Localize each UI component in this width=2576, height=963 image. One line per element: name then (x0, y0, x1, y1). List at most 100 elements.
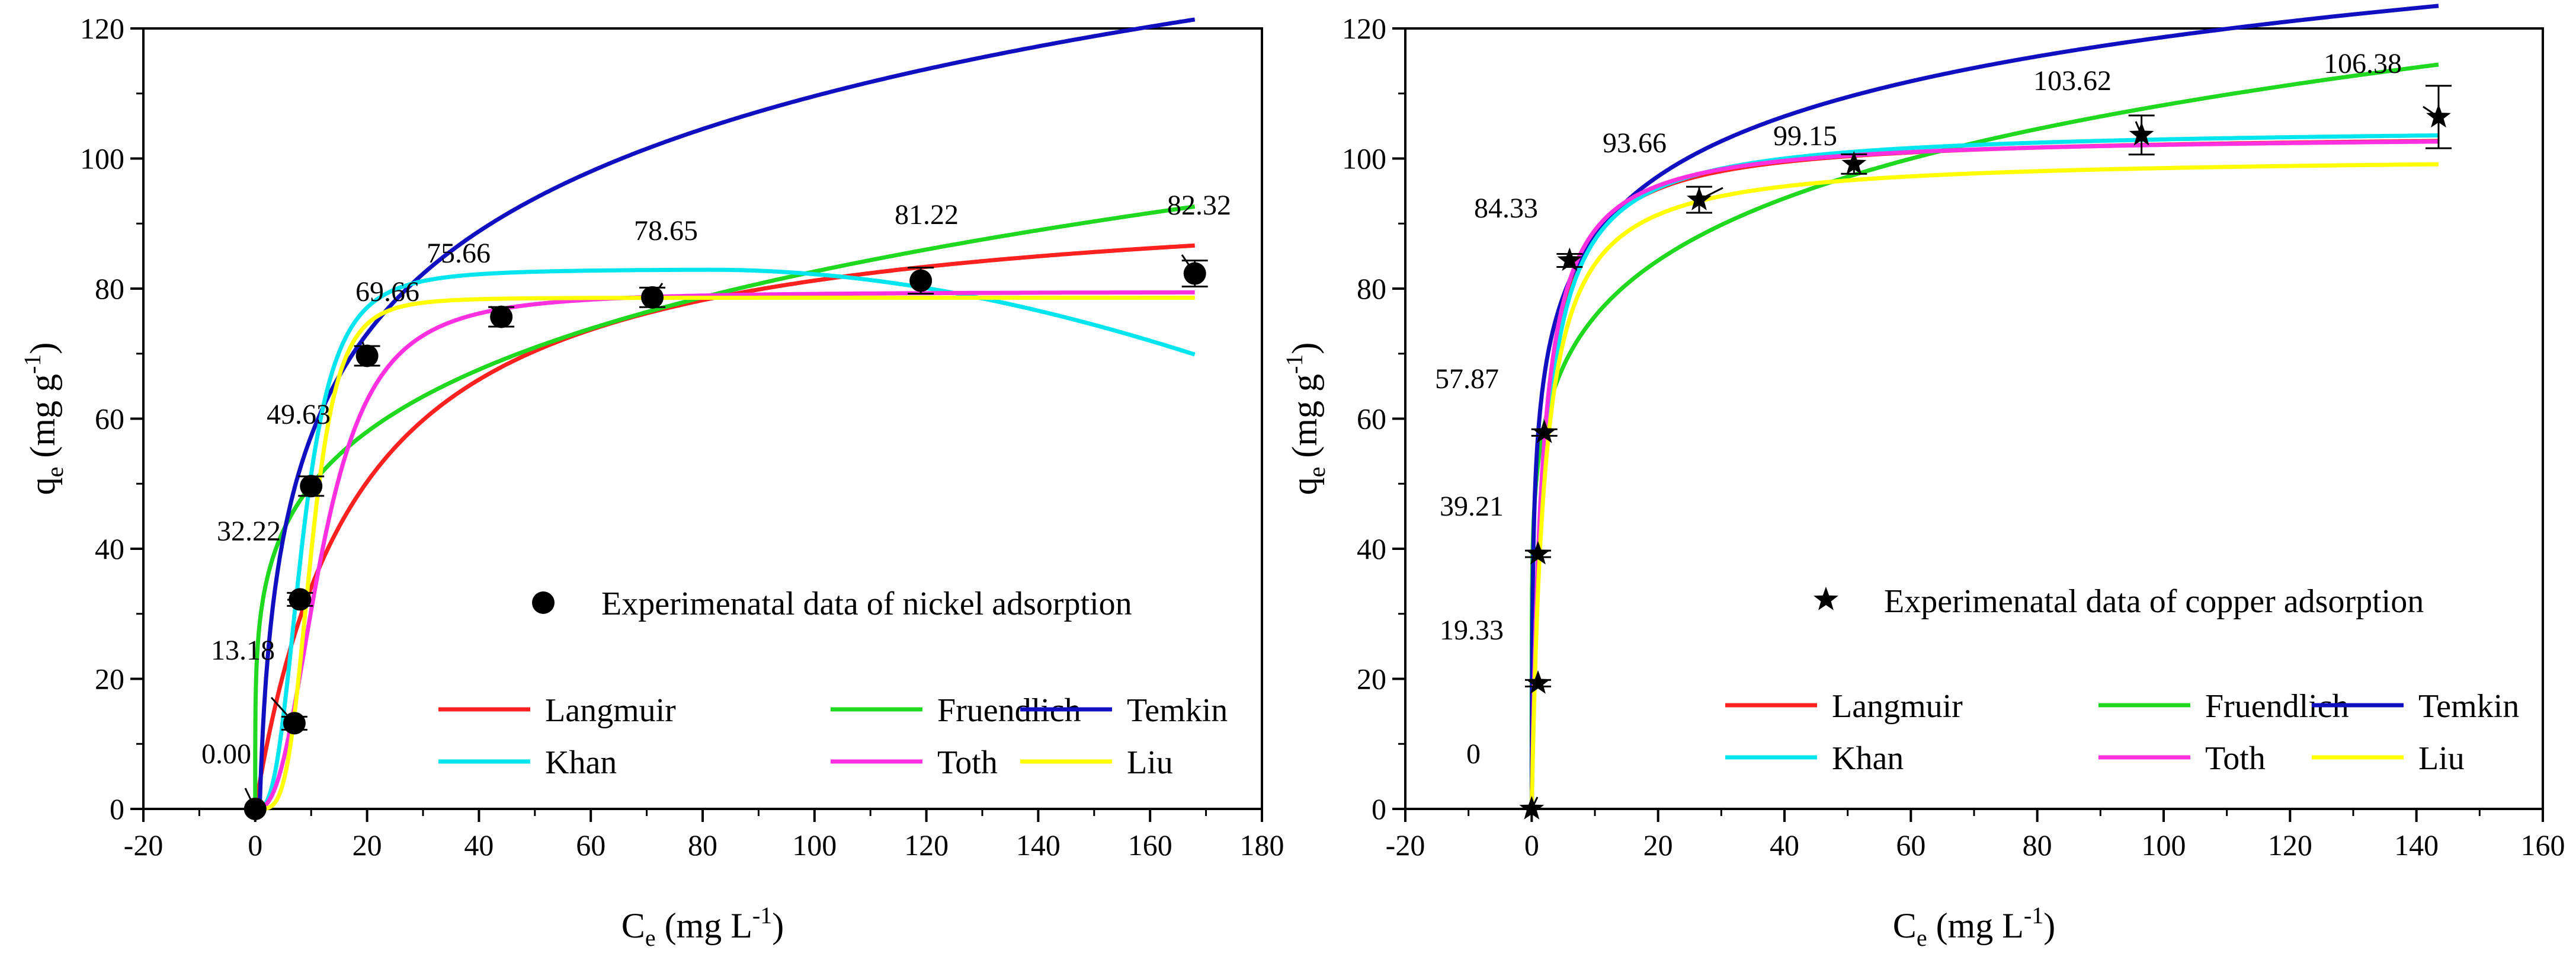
series-line-liu (255, 295, 1195, 811)
data-label-leader (1853, 158, 1857, 165)
data-label: 39.21 (1440, 491, 1504, 522)
y-tick-label: 100 (1342, 142, 1386, 175)
series-line-temkin (255, 17, 1196, 811)
y-tick-label: 60 (95, 402, 124, 436)
x-tick-label: 40 (464, 828, 494, 862)
data-label: 19.33 (1440, 615, 1504, 646)
data-label: 106.38 (2324, 48, 2402, 79)
data-label: 93.66 (1603, 127, 1667, 159)
x-axis-title: Ce (mg L-1) (1893, 902, 2055, 951)
data-label: 84.33 (1474, 193, 1538, 224)
x-tick-label: 100 (792, 828, 837, 862)
legend-entry: Khan (1832, 740, 1904, 777)
x-tick-label: 20 (1643, 828, 1673, 862)
data-label: 49.63 (267, 399, 331, 430)
data-label: 0.00 (201, 738, 251, 770)
x-tick-label: 180 (1240, 828, 1284, 862)
legend-entry: Langmuir (1832, 688, 1963, 725)
x-tick-label: 60 (1896, 828, 1925, 862)
x-tick-label: 100 (2142, 828, 2186, 862)
data-point (1526, 670, 1550, 694)
x-tick-label: 120 (2268, 828, 2312, 862)
x-tick-label: 20 (353, 828, 382, 862)
x-tick-label: 160 (2521, 828, 2565, 862)
data-label-leader (1699, 187, 1723, 201)
y-tick-label: 0 (1372, 792, 1386, 826)
data-label: 32.22 (217, 516, 281, 547)
legend-entry: Langmuir (545, 692, 676, 729)
data-label: 75.66 (427, 238, 491, 269)
x-axis-title: Ce (mg L-1) (621, 902, 784, 951)
legend-label: Experimenatal data of copper adsorption (1884, 583, 2424, 620)
legend-marker (1814, 587, 1838, 610)
data-point (2426, 104, 2451, 128)
y-tick-label: 60 (1357, 402, 1386, 436)
y-axis-title: qe (mg g-1) (1281, 343, 1330, 495)
x-tick-label: 140 (2394, 828, 2439, 862)
legend-entry: Khan (545, 744, 617, 781)
data-label-leader (1543, 427, 1549, 433)
x-tick-label: 40 (1770, 828, 1799, 862)
data-label: 57.87 (1435, 363, 1499, 395)
data-label-leader (361, 341, 369, 356)
data-label-leader (1535, 554, 1539, 561)
chart-panel-copper: -20 0 20 40 60 80 100 120 140 160020406080100120C… (1281, 4, 2565, 951)
x-tick-label: 0 (1524, 828, 1539, 862)
data-label-leader (270, 696, 295, 724)
data-label-leader (307, 478, 312, 487)
chart-panel-nickel: -20 0 20 40 60 80 100 120 140 160 1800204060801001… (19, 12, 1284, 951)
data-label-leader (2423, 105, 2439, 118)
data-point (641, 286, 664, 309)
legend-entry: Liu (2418, 740, 2465, 777)
y-tick-label: 40 (95, 532, 124, 565)
data-label: 13.18 (211, 635, 275, 666)
legend-entry: Toth (937, 744, 998, 781)
legend-entry: Temkin (1127, 692, 1228, 729)
data-label-leader (1530, 796, 1539, 810)
data-point (1526, 540, 1550, 565)
y-tick-label: 40 (1357, 532, 1386, 565)
data-label: 103.62 (2033, 65, 2112, 97)
data-point (1687, 187, 1712, 210)
data-label-leader (1181, 254, 1196, 274)
legend-entry: Toth (2205, 740, 2266, 777)
data-label-leader (915, 270, 922, 281)
legend-entry: Liu (1127, 744, 1173, 781)
y-tick-label: 20 (1357, 663, 1386, 696)
legend-marker (532, 591, 555, 614)
series-line-liu (1529, 162, 2439, 810)
legend-label: Experimenatal data of nickel adsorption (601, 586, 1132, 622)
data-label-leader (287, 598, 300, 601)
x-tick-label: 80 (2023, 828, 2052, 862)
y-tick-label: 120 (80, 12, 124, 45)
y-axis-title: qe (mg g-1) (19, 343, 68, 495)
data-label: 99.15 (1773, 120, 1837, 152)
data-label: 78.65 (634, 215, 698, 247)
data-label: 82.32 (1167, 190, 1231, 221)
data-label: 81.22 (895, 199, 959, 231)
data-label: 0 (1466, 738, 1481, 770)
series-line-toth (255, 290, 1195, 811)
data-label-leader (1534, 682, 1539, 686)
y-tick-label: 100 (80, 142, 124, 175)
y-tick-label: 80 (1357, 272, 1386, 305)
series-line-toth (1529, 139, 2439, 810)
x-tick-label: -20 (1386, 828, 1425, 862)
data-label: 69.66 (355, 276, 419, 308)
x-tick-label: 0 (248, 828, 262, 862)
data-label-leader (1568, 257, 1571, 261)
series-line-fruendlich (253, 204, 1196, 809)
y-tick-label: 0 (110, 792, 124, 826)
x-tick-label: 160 (1128, 828, 1172, 862)
x-tick-label: 140 (1016, 828, 1060, 862)
x-tick-label: 120 (904, 828, 949, 862)
data-label-leader (651, 283, 664, 298)
x-tick-label: -20 (124, 828, 164, 862)
data-label-leader (2135, 121, 2143, 136)
data-label-leader (489, 305, 502, 318)
x-tick-label: 60 (576, 828, 605, 862)
y-tick-label: 20 (95, 663, 124, 696)
series-line-langmuir (253, 243, 1195, 810)
series-line-temkin (1529, 4, 2439, 811)
